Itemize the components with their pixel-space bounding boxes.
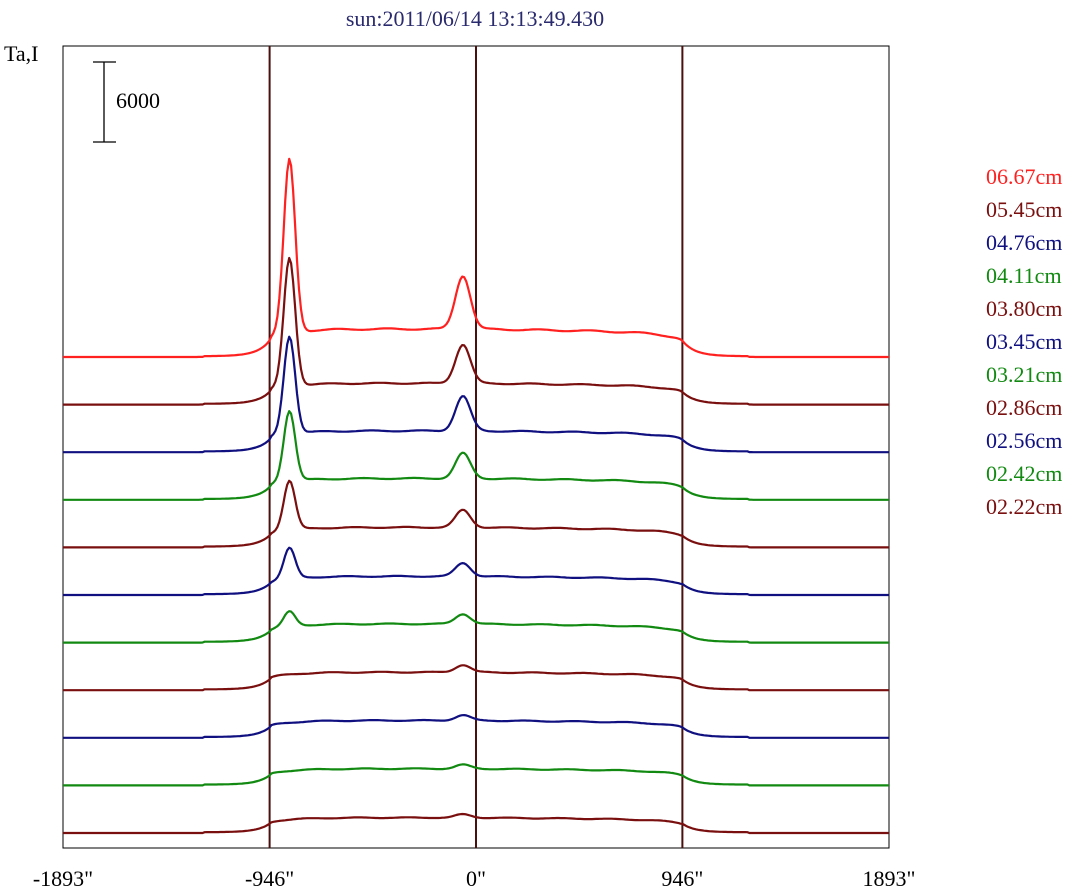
legend-entry: 05.45cm [986,197,1063,222]
x-tick-label: 946" [661,866,703,891]
legend-entry: 06.67cm [986,164,1063,189]
series-line-04.11cm [63,410,889,501]
legend-entry: 02.86cm [986,395,1063,420]
legend-entry: 04.11cm [986,263,1062,288]
legend-entry: 03.80cm [986,296,1063,321]
x-tick-label: -946" [245,866,294,891]
series-line-02.86cm [63,664,889,692]
series-line-03.21cm [63,610,889,644]
chart-title: sun:2011/06/14 13:13:49.430 [345,6,605,31]
legend: 06.67cm 05.45cm 04.76cm 04.11cm 03.80cm 03.45… [986,160,1062,523]
x-tick-label: 0" [466,866,486,891]
series-line-02.22cm [63,812,889,835]
y-axis-label: Ta,I [4,41,39,66]
scale-bar-label: 6000 [116,88,160,113]
legend-entry: 02.22cm [986,494,1063,519]
series-line-06.67cm [63,157,889,359]
series-line-05.45cm [63,256,889,406]
legend-entry: 03.45cm [986,329,1063,354]
x-tick-label: 1893" [863,866,916,891]
legend-entry: 02.42cm [986,461,1063,486]
series-line-02.56cm [63,714,889,739]
series-line-03.45cm [63,546,889,597]
legend-entry: 03.21cm [986,362,1063,387]
x-tick-label: -1893" [33,866,93,891]
legend-entry: 04.76cm [986,230,1063,255]
series-line-03.80cm [63,479,889,549]
legend-entry: 02.56cm [986,428,1063,453]
series-line-02.42cm [63,763,889,787]
series-line-04.76cm [63,335,889,454]
